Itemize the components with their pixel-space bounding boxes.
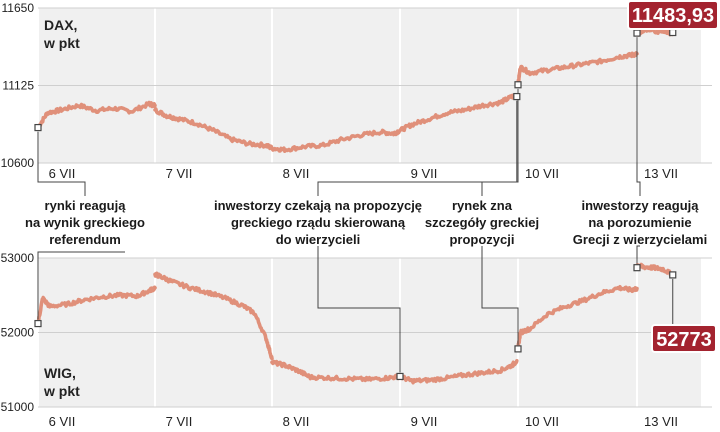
- wig-x-label: 8 VII: [283, 414, 310, 429]
- wig-y-tick-label: 52000: [1, 326, 35, 340]
- dax-end-marker: [669, 28, 677, 37]
- dax-event-marker: [513, 92, 521, 101]
- wig-title: WIG,: [44, 365, 76, 381]
- wig-subtitle: w pkt: [43, 383, 80, 399]
- dax-x-label: 10 VII: [525, 166, 559, 181]
- connector-details: [481, 88, 519, 196]
- wig-series-line: [516, 285, 639, 351]
- annotation-line: na porozumienie: [588, 215, 691, 230]
- wig-line-series: [36, 262, 675, 385]
- wig-series-line: [270, 359, 402, 383]
- dax-event-marker: [34, 123, 42, 132]
- dax-y-ticks: 10600 11125 11650: [1, 1, 35, 170]
- wig-event-marker: [633, 264, 641, 272]
- dax-series-line: [270, 128, 402, 153]
- connector-proposal: [317, 100, 518, 196]
- dax-last-value-badge: 11483,93: [627, 0, 719, 30]
- dax-panel: 10600 11125 11650 6 VII 7 VII 8 VII 9 VII 10 V…: [1, 1, 712, 181]
- wig-series-line: [398, 359, 519, 385]
- dax-series-line: [153, 107, 274, 151]
- connector-agreement: [636, 37, 641, 196]
- dax-x-label: 7 VII: [166, 166, 193, 181]
- wig-x-label: 9 VII: [411, 414, 438, 429]
- annotation-line: do wierzycieli: [276, 232, 361, 247]
- dax-title: DAX,: [44, 17, 77, 33]
- wig-series-line: [153, 271, 274, 361]
- annotation-line: na wynik greckiego: [25, 215, 145, 230]
- wig-x-label: 6 VII: [49, 414, 76, 429]
- wig-y-tick-label: 51000: [1, 400, 35, 414]
- dax-series-line: [36, 100, 157, 130]
- dax-event-marker: [514, 81, 522, 89]
- annotation-line: Grecji z wierzycielami: [573, 232, 707, 247]
- dax-y-tick-label: 11125: [2, 79, 34, 93]
- annotation-line: greckiego rządu skierowaną: [231, 215, 406, 230]
- dax-series-line: [516, 51, 639, 88]
- wig-y-tick-label: 53000: [1, 251, 35, 265]
- dax-x-label: 13 VII: [644, 166, 678, 181]
- annotation-line: propozycji: [449, 232, 514, 247]
- wig-event-marker: [514, 345, 522, 353]
- wig-y-ticks: 51000 52000 53000: [1, 251, 35, 414]
- annotation-texts: rynki reagują na wynik greckiego referendu…: [25, 198, 707, 247]
- wig-gridlines: [38, 257, 712, 408]
- connector-details-wig: [481, 246, 519, 345]
- annotation-line: rynek zna: [452, 198, 513, 213]
- dax-x-labels: 6 VII 7 VII 8 VII 9 VII 10 VII 13 VII: [49, 166, 678, 181]
- annotation-line: referendum: [49, 232, 121, 247]
- dax-event-marker: [633, 29, 641, 37]
- annotation-line: inwestorzy reagują: [581, 198, 699, 213]
- dax-x-label: 8 VII: [283, 166, 310, 181]
- dax-x-label: 9 VII: [411, 166, 438, 181]
- connector-referendum-wig: [37, 251, 125, 320]
- dax-gridlines: [38, 7, 712, 164]
- dax-last-value: 11483,93: [632, 5, 714, 27]
- dax-y-tick-label: 10600: [1, 156, 35, 170]
- annotation-line: rynki reagują: [45, 198, 127, 213]
- event-markers: [34, 28, 677, 381]
- wig-x-label: 13 VII: [644, 414, 678, 429]
- dax-series-line: [398, 93, 519, 133]
- annotation-line: szczegóły greckiej: [425, 215, 539, 230]
- wig-end-marker: [669, 271, 677, 279]
- annotation-connectors: [37, 28, 674, 373]
- wig-event-marker: [396, 372, 404, 381]
- connector-referendum: [37, 131, 86, 196]
- dax-x-label: 6 VII: [49, 166, 76, 181]
- dax-y-tick-label: 11650: [2, 1, 35, 15]
- dax-badge-bg: [627, 0, 719, 30]
- wig-x-label: 10 VII: [525, 414, 559, 429]
- wig-last-value: 52773: [656, 329, 712, 351]
- wig-x-label: 7 VII: [166, 414, 193, 429]
- wig-event-marker: [34, 319, 42, 328]
- connector-agreement-wig: [636, 245, 640, 264]
- dax-subtitle: w pkt: [43, 35, 80, 51]
- wig-panel: 51000 52000 53000 6 VII 7 VII 8 VII 9 VII 10 V…: [1, 251, 712, 429]
- wig-last-value-badge: 52773: [651, 324, 717, 353]
- wig-series-line: [36, 285, 157, 326]
- connector-proposal-wig: [317, 246, 401, 373]
- annotation-line: inwestorzy czekają na propozycję: [214, 198, 422, 213]
- wig-badge-bg: [651, 324, 717, 353]
- wig-x-labels: 6 VII 7 VII 8 VII 9 VII 10 VII 13 VII: [49, 414, 678, 429]
